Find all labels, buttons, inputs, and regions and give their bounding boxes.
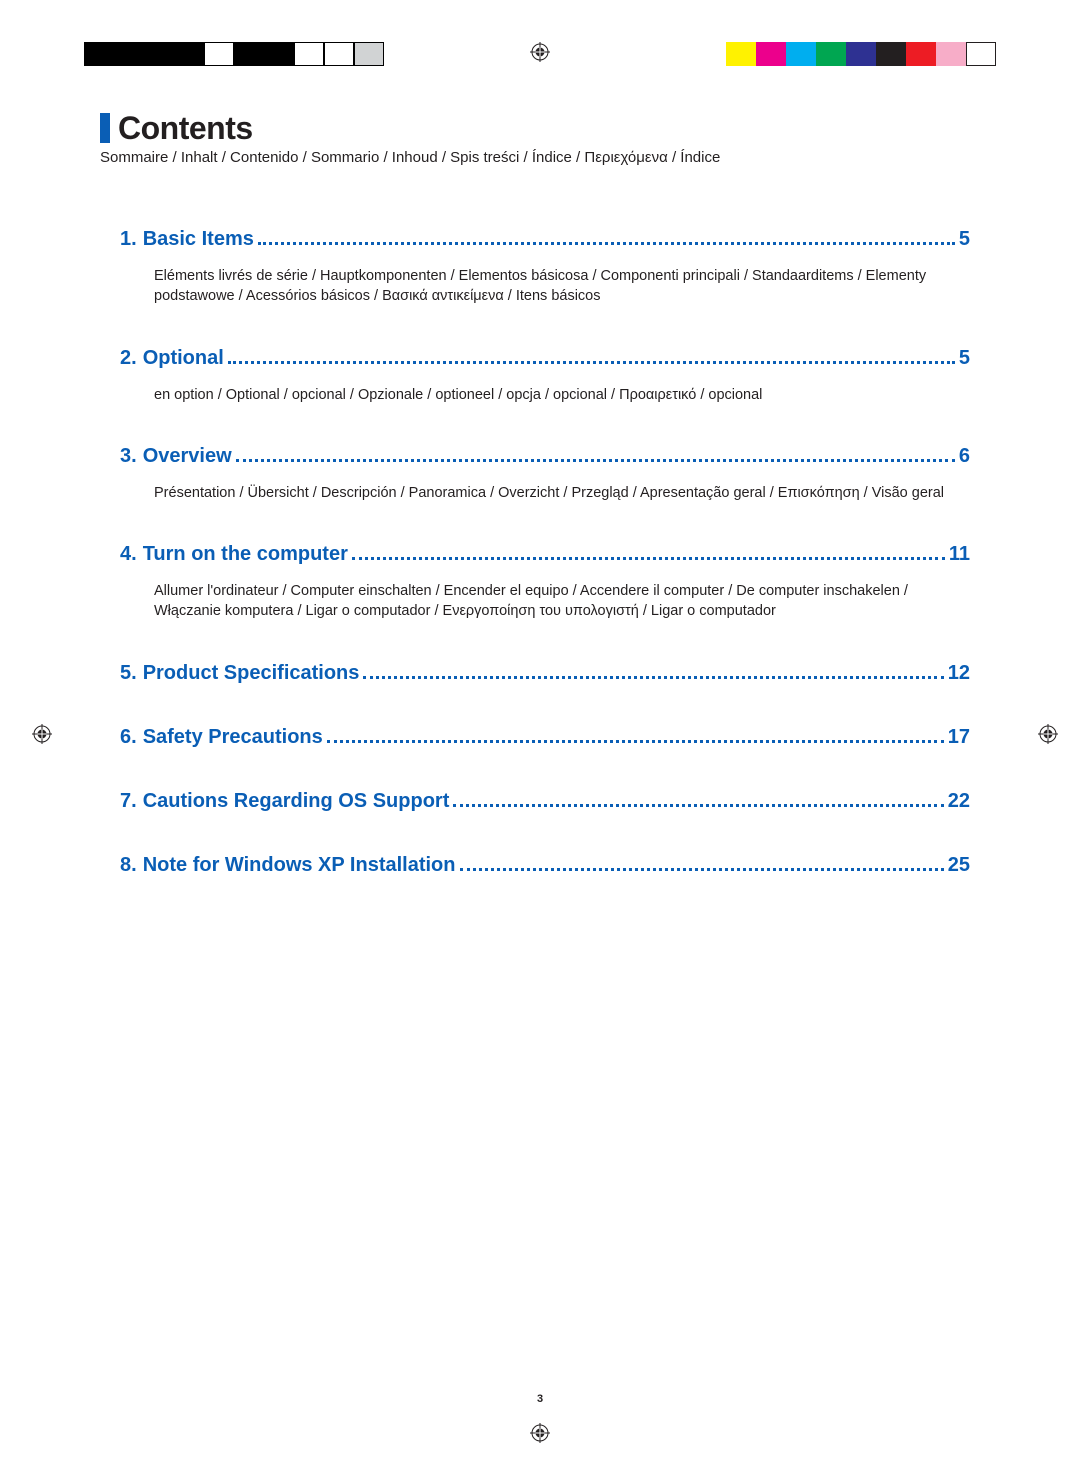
toc-leader-dots — [327, 740, 944, 743]
toc-entry-line: 8.Note for Windows XP Installation 25 — [120, 852, 970, 878]
toc-entry-line: 2.Optional 5 — [120, 345, 970, 371]
toc-item: 4.Turn on the computer 11 Allumer l'ordina… — [120, 541, 970, 622]
registration-swatch — [936, 42, 966, 66]
toc-entry-number: 6. — [120, 724, 137, 750]
toc-leader-dots — [258, 242, 955, 245]
toc-item: 5.Product Specifications 12 — [120, 660, 970, 686]
registration-swatch — [756, 42, 786, 66]
toc-entry-page: 6 — [959, 443, 970, 469]
toc-entry-title: Basic Items — [143, 226, 254, 252]
toc-item: 2.Optional 5 en option / Optional / opcion… — [120, 345, 970, 405]
toc-entry-description: Allumer l'ordinateur / Computer einschal… — [154, 581, 970, 622]
toc-entry-title: Turn on the computer — [143, 541, 348, 567]
toc-entry-page: 25 — [948, 852, 970, 878]
toc-entry-page: 11 — [949, 541, 970, 567]
registration-swatch — [846, 42, 876, 66]
toc-leader-dots — [460, 868, 944, 871]
toc-entry-number: 8. — [120, 852, 137, 878]
registration-swatch — [264, 42, 294, 66]
toc-item: 1.Basic Items 5 Eléments livrés de série /… — [120, 226, 970, 307]
toc-leader-dots — [352, 557, 945, 560]
registration-swatch — [174, 42, 204, 66]
toc-entry-number: 7. — [120, 788, 137, 814]
registration-swatch — [114, 42, 144, 66]
toc-entry-title: Overview — [143, 443, 232, 469]
toc-entry-title: Safety Precautions — [143, 724, 323, 750]
toc-entry-number: 2. — [120, 345, 137, 371]
toc-item: 7.Cautions Regarding OS Support 22 — [120, 788, 970, 814]
toc-entry-number: 4. — [120, 541, 137, 567]
toc-entry-description: Présentation / Übersicht / Descripción /… — [154, 483, 970, 503]
registration-swatch — [234, 42, 264, 66]
registration-swatch — [906, 42, 936, 66]
toc-entry-title: Note for Windows XP Installation — [143, 852, 456, 878]
toc-entry-line: 1.Basic Items 5 — [120, 226, 970, 252]
toc-entry-line: 4.Turn on the computer 11 — [120, 541, 970, 567]
registration-swatch — [816, 42, 846, 66]
toc-entry-description: Eléments livrés de série / Hauptkomponen… — [154, 266, 970, 307]
toc-item: 6.Safety Precautions 17 — [120, 724, 970, 750]
toc-leader-dots — [236, 459, 955, 462]
toc-entry-description: en option / Optional / opcional / Opzion… — [154, 385, 970, 405]
registration-swatch — [726, 42, 756, 66]
registration-swatch — [966, 42, 996, 66]
title-block: Contents Sommaire / Inhalt / Contenido /… — [100, 110, 980, 166]
page-content: Contents Sommaire / Inhalt / Contenido /… — [100, 110, 980, 916]
registration-swatch — [786, 42, 816, 66]
toc-entry-line: 3.Overview 6 — [120, 443, 970, 469]
crosshair-mark-right — [1038, 724, 1058, 744]
registration-swatch — [324, 42, 354, 66]
toc-entry-line: 5.Product Specifications 12 — [120, 660, 970, 686]
title-accent-bar — [100, 113, 110, 143]
toc-entry-page: 5 — [959, 345, 970, 371]
registration-swatch — [144, 42, 174, 66]
registration-swatch — [294, 42, 324, 66]
toc-entry-number: 3. — [120, 443, 137, 469]
toc-entry-page: 5 — [959, 226, 970, 252]
toc-entry-number: 5. — [120, 660, 137, 686]
toc-entry-title: Cautions Regarding OS Support — [143, 788, 450, 814]
toc-entry-title: Optional — [143, 345, 224, 371]
toc-item: 3.Overview 6 Présentation / Übersicht / De… — [120, 443, 970, 503]
toc-leader-dots — [228, 361, 955, 364]
toc-entry-page: 22 — [948, 788, 970, 814]
registration-swatch — [354, 42, 384, 66]
toc-leader-dots — [453, 804, 943, 807]
crosshair-mark-bottom — [530, 1423, 550, 1443]
page-number: 3 — [537, 1393, 543, 1405]
table-of-contents: 1.Basic Items 5 Eléments livrés de série /… — [120, 226, 970, 878]
toc-entry-title: Product Specifications — [143, 660, 360, 686]
toc-leader-dots — [363, 676, 943, 679]
toc-entry-number: 1. — [120, 226, 137, 252]
crosshair-mark-top — [530, 42, 550, 62]
registration-swatch — [204, 42, 234, 66]
registration-swatch — [84, 42, 114, 66]
toc-entry-line: 7.Cautions Regarding OS Support 22 — [120, 788, 970, 814]
page-title: Contents — [118, 110, 980, 147]
toc-item: 8.Note for Windows XP Installation 25 — [120, 852, 970, 878]
registration-swatch — [876, 42, 906, 66]
toc-entry-line: 6.Safety Precautions 17 — [120, 724, 970, 750]
crosshair-mark-left — [32, 724, 52, 744]
toc-entry-page: 17 — [948, 724, 970, 750]
page-subtitle: Sommaire / Inhalt / Contenido / Sommario… — [100, 149, 980, 166]
toc-entry-page: 12 — [948, 660, 970, 686]
